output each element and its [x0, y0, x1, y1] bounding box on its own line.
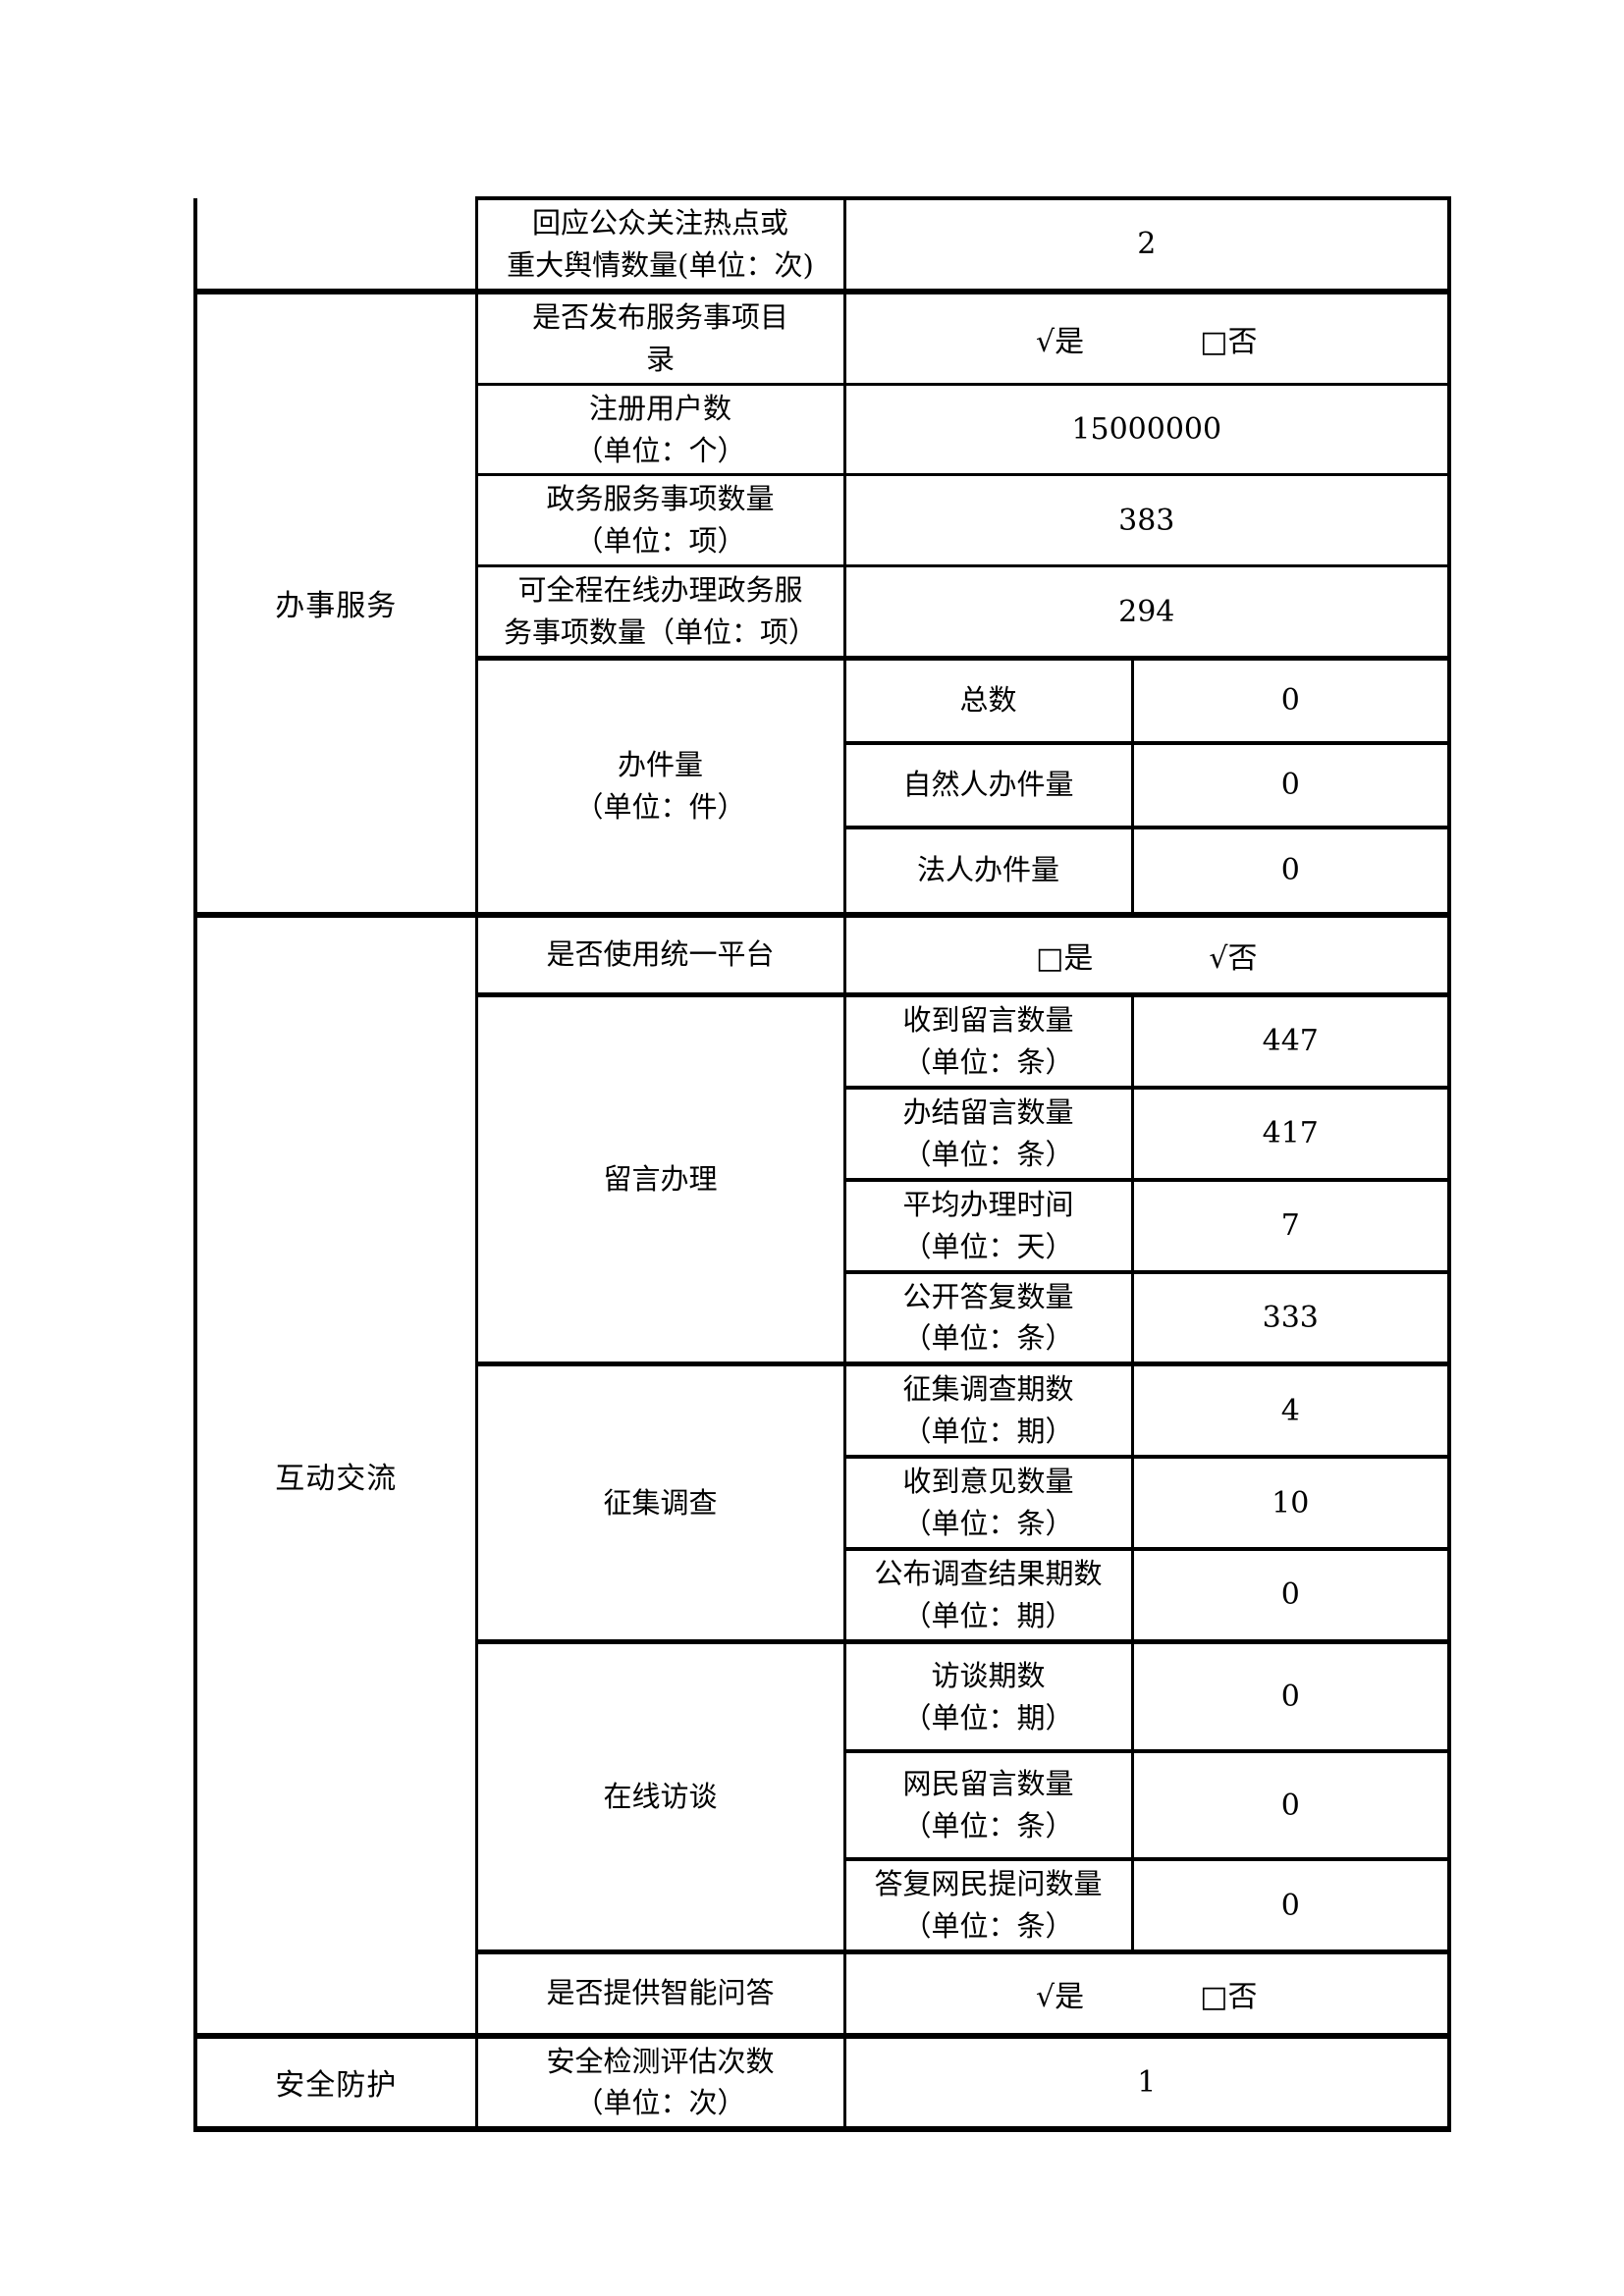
yesno-group: √是 □否	[850, 1972, 1444, 2015]
row-label-registered-users: 注册用户数 （单位：个）	[474, 382, 846, 477]
row-label-service-items: 政务服务事项数量 （单位：项）	[474, 473, 846, 568]
value-hotspot: 2	[842, 196, 1451, 294]
value-volume-natural: 0	[1130, 740, 1451, 829]
row-interview-replies: 答复网民提问数量 （单位：条） 0	[195, 1857, 1451, 1954]
no-option: √否	[1209, 940, 1258, 976]
row-security-checks: 安全防护 安全检测评估次数 （单位：次） 1	[193, 2032, 1451, 2131]
sublabel-messages-resolved: 办结留言数量 （单位：条）	[842, 1085, 1134, 1182]
value-volume-legal: 0	[1130, 825, 1451, 917]
value-smart-qa: √是 □否	[842, 1949, 1451, 2038]
row-messages-public-replies: 公开答复数量 （单位：条） 333	[195, 1269, 1451, 1366]
value-messages-avg-time: 7	[1130, 1177, 1451, 1273]
yes-option: √是	[1036, 1979, 1085, 2014]
sublabel-survey-opinions: 收到意见数量 （单位：条）	[842, 1455, 1134, 1551]
section-label-empty	[193, 198, 478, 294]
row-volume-total: 办件量 （单位：件） 总数 0	[195, 656, 1451, 917]
value-service-items: 383	[842, 473, 1451, 568]
group-label-interviews: 在线访谈	[474, 1638, 846, 1954]
no-option: □否	[1200, 1979, 1258, 2014]
sublabel-survey-periods: 征集调查期数 （单位：期）	[842, 1362, 1134, 1459]
value-survey-opinions: 10	[1130, 1455, 1451, 1551]
row-survey-opinions: 收到意见数量 （单位：条） 10	[195, 1455, 1451, 1551]
value-service-catalog: √是 □否	[842, 288, 1451, 386]
value-interview-replies: 0	[1130, 1857, 1451, 1954]
row-service-catalog: 办事服务 是否发布服务事项目 录 √是 □否	[193, 288, 1451, 917]
row-label-hotspot: 回应公众关注热点或 重大舆情数量(单位：次)	[474, 196, 846, 294]
value-interview-messages: 0	[1130, 1749, 1451, 1861]
row-label-smart-qa: 是否提供智能问答	[474, 1949, 846, 2038]
sublabel-volume-natural: 自然人办件量	[842, 740, 1134, 829]
row-messages-resolved: 办结留言数量 （单位：条） 417	[195, 1085, 1451, 1182]
group-label-surveys: 征集调查	[474, 1362, 846, 1643]
sublabel-survey-results: 公布调查结果期数 （单位：期）	[842, 1546, 1134, 1643]
sublabel-interview-periods: 访谈期数 （单位：期）	[842, 1638, 1134, 1753]
row-unified-platform: 互动交流 是否使用统一平台 □是 √否	[193, 911, 1451, 2038]
row-smart-qa: 是否提供智能问答 √是 □否	[195, 1949, 1451, 2038]
value-survey-results: 0	[1130, 1546, 1451, 1643]
row-volume-legal: 法人办件量 0	[195, 825, 1451, 917]
value-security-checks: 1	[842, 2032, 1451, 2131]
section-label-interaction: 互动交流	[193, 911, 478, 2038]
row-label-unified-platform: 是否使用统一平台	[474, 911, 846, 997]
value-messages-public-replies: 333	[1130, 1269, 1451, 1366]
no-option: □否	[1200, 324, 1258, 359]
yesno-group: √是 □否	[850, 317, 1444, 360]
group-label-messages: 留言办理	[474, 992, 846, 1366]
row-label-service-catalog: 是否发布服务事项目 录	[474, 288, 846, 386]
section-label-service: 办事服务	[193, 288, 478, 917]
value-registered-users: 15000000	[842, 382, 1451, 477]
sublabel-messages-received: 收到留言数量 （单位：条）	[842, 992, 1134, 1090]
value-online-items: 294	[842, 564, 1451, 661]
row-service-items: 政务服务事项数量 （单位：项） 383	[195, 473, 1451, 568]
sublabel-volume-total: 总数	[842, 656, 1134, 745]
row-messages-avg-time: 平均办理时间 （单位：天） 7	[195, 1177, 1451, 1273]
row-interview-messages: 网民留言数量 （单位：条） 0	[195, 1749, 1451, 1861]
yes-option: □是	[1036, 940, 1094, 976]
sublabel-interview-replies: 答复网民提问数量 （单位：条）	[842, 1857, 1134, 1954]
row-label-online-items: 可全程在线办理政务服 务事项数量（单位：项）	[474, 564, 846, 661]
sublabel-interview-messages: 网民留言数量 （单位：条）	[842, 1749, 1134, 1861]
row-survey-periods: 征集调查 征集调查期数 （单位：期） 4	[195, 1362, 1451, 1643]
sublabel-volume-legal: 法人办件量	[842, 825, 1134, 917]
row-messages-received: 留言办理 收到留言数量 （单位：条） 447	[195, 992, 1451, 1366]
yes-option: √是	[1036, 324, 1085, 359]
row-hotspot: 回应公众关注热点或 重大舆情数量(单位：次) 2	[193, 196, 1451, 294]
section-label-security: 安全防护	[193, 2032, 478, 2131]
row-online-items: 可全程在线办理政务服 务事项数量（单位：项） 294	[195, 564, 1451, 661]
value-messages-received: 447	[1130, 992, 1451, 1090]
value-interview-periods: 0	[1130, 1638, 1451, 1753]
yesno-group: □是 √否	[850, 934, 1444, 977]
row-survey-results: 公布调查结果期数 （单位：期） 0	[195, 1546, 1451, 1643]
sublabel-messages-public-replies: 公开答复数量 （单位：条）	[842, 1269, 1134, 1366]
sublabel-messages-avg-time: 平均办理时间 （单位：天）	[842, 1177, 1134, 1273]
value-volume-total: 0	[1130, 656, 1451, 745]
row-registered-users: 注册用户数 （单位：个） 15000000	[195, 382, 1451, 477]
annual-report-table: 回应公众关注热点或 重大舆情数量(单位：次) 2 办事服务 是否发布服务事项目 …	[193, 196, 1451, 2133]
value-unified-platform: □是 √否	[842, 911, 1451, 997]
row-interview-periods: 在线访谈 访谈期数 （单位：期） 0	[195, 1638, 1451, 1954]
value-survey-periods: 4	[1130, 1362, 1451, 1459]
row-label-security-checks: 安全检测评估次数 （单位：次）	[474, 2032, 846, 2131]
row-volume-natural: 自然人办件量 0	[195, 740, 1451, 829]
group-label-volume: 办件量 （单位：件）	[474, 656, 846, 917]
value-messages-resolved: 417	[1130, 1085, 1451, 1182]
